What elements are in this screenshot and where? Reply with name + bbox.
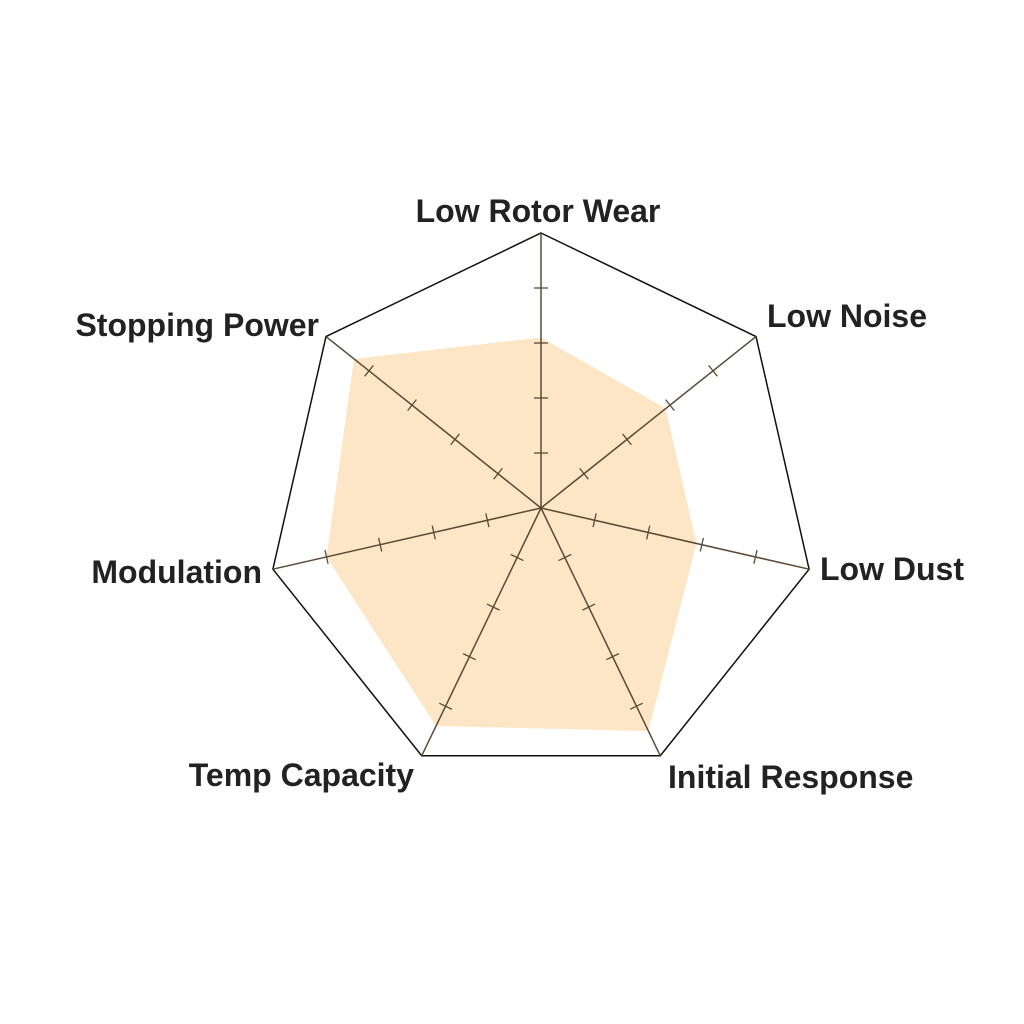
axis-line xyxy=(540,507,810,570)
axis-tick xyxy=(438,702,453,710)
axis-tick xyxy=(324,549,329,564)
axis-tick xyxy=(364,364,374,377)
axis-tick xyxy=(407,399,417,412)
axis-tick xyxy=(606,653,620,661)
axis-label: Temp Capacity xyxy=(189,757,414,793)
axis-label: Low Dust xyxy=(820,551,964,587)
axis-tick xyxy=(582,603,596,611)
axis-tick xyxy=(558,553,572,562)
axis-tick xyxy=(708,364,718,377)
axis-label: Modulation xyxy=(91,554,262,590)
outer-polygon xyxy=(272,232,810,757)
axis-tick xyxy=(485,513,490,528)
axis-line xyxy=(540,507,661,757)
axis-tick xyxy=(462,653,476,661)
axis-tick xyxy=(699,537,705,552)
axis-tick xyxy=(629,702,644,710)
axis-line xyxy=(272,507,542,570)
axis-label: Low Noise xyxy=(767,298,927,334)
axis-tick xyxy=(431,525,436,540)
data-area xyxy=(326,337,697,731)
axis-tick xyxy=(592,513,597,528)
axis-tick xyxy=(579,467,589,480)
axis-label: Low Rotor Wear xyxy=(416,193,661,229)
axis-tick xyxy=(510,553,524,562)
axis-tick xyxy=(646,525,651,540)
axis-tick xyxy=(665,399,675,412)
axis-line xyxy=(540,335,757,509)
axis-tick xyxy=(753,549,758,564)
axis-tick xyxy=(377,537,383,552)
axis-tick xyxy=(486,603,500,611)
axis-label: Initial Response xyxy=(668,759,913,795)
axis-line xyxy=(325,335,542,509)
axis-label: Stopping Power xyxy=(75,307,319,343)
axis-tick xyxy=(622,433,632,446)
axis-line xyxy=(421,507,542,757)
axis-tick xyxy=(450,433,460,446)
axis-tick xyxy=(493,467,503,480)
